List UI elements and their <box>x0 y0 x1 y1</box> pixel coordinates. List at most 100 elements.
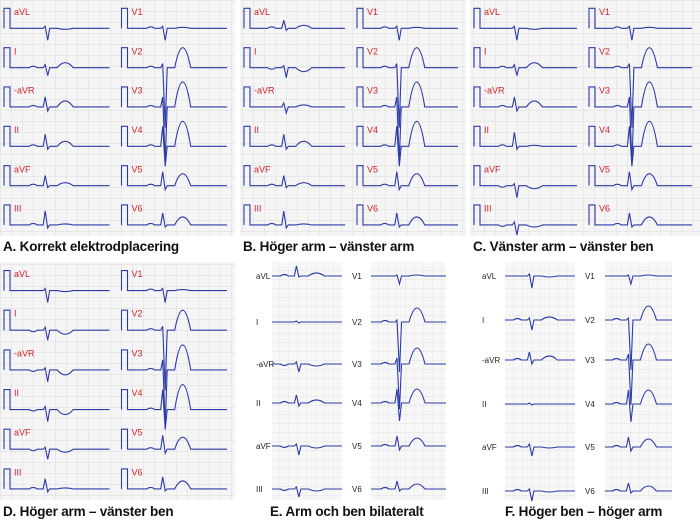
lead-label-d-ii: II <box>14 388 19 398</box>
trace-b-v4 <box>356 121 458 167</box>
trace-b-v6 <box>356 204 458 229</box>
trace-c-v6 <box>588 204 692 229</box>
lead-label-f-v1: V1 <box>585 272 595 281</box>
trace-d-v2 <box>120 309 227 391</box>
trace-f-v1 <box>605 274 672 287</box>
lead-label-f--avr: -aVR <box>482 356 500 365</box>
trace-f-avf <box>505 442 575 457</box>
lead-label-c-v5: V5 <box>599 164 610 174</box>
lead-label-b-v1: V1 <box>367 7 378 17</box>
lead-label-a-iii: III <box>14 204 22 214</box>
trace-d-v3 <box>120 344 227 425</box>
lead-label-f-v3: V3 <box>585 356 595 365</box>
trace-b-v3 <box>356 81 458 163</box>
lead-label-a-ii: II <box>14 125 19 135</box>
lead-label-b-avl: aVL <box>254 7 270 17</box>
trace-f--avr <box>505 351 575 366</box>
lead-label-a-v5: V5 <box>132 164 143 174</box>
trace-d-v5 <box>120 428 227 456</box>
trace-d-v1 <box>120 270 227 303</box>
trace-b-avl <box>243 7 345 32</box>
lead-label-b-v5: V5 <box>367 164 378 174</box>
trace-b--avr <box>243 86 345 115</box>
lead-label-d-avf: aVF <box>14 428 31 438</box>
caption-panel-b: B. Höger arm – vänster arm <box>243 239 415 254</box>
trace-a--avr <box>3 86 110 113</box>
trace-f-ii <box>505 402 575 406</box>
lead-label-f-v2: V2 <box>585 316 595 325</box>
trace-c-ii <box>473 125 577 151</box>
lead-label-e-v3: V3 <box>352 360 362 369</box>
lead-label-c-v6: V6 <box>599 204 610 214</box>
trace-d-avf <box>3 428 110 460</box>
grid-panel-e-col2 <box>371 262 446 500</box>
trace-e-v5 <box>371 435 446 452</box>
lead-label-f-i: I <box>482 316 484 325</box>
lead-label-d-i: I <box>14 309 17 319</box>
lead-label-d-v3: V3 <box>132 348 143 358</box>
lead-label-c-ii: II <box>484 125 489 135</box>
trace-d-ii <box>3 389 110 422</box>
trace-a-avl <box>3 7 110 41</box>
trace-e-v6 <box>371 480 446 493</box>
trace-a-v6 <box>120 204 227 229</box>
lead-label-b-v3: V3 <box>367 86 378 96</box>
trace-e-i <box>272 320 342 324</box>
lead-label-e-v2: V2 <box>352 318 362 327</box>
lead-label-c-v1: V1 <box>599 7 610 17</box>
trace-a-iii <box>3 204 110 230</box>
trace-e-avf <box>272 442 342 456</box>
lead-label-c--avr: -aVR <box>484 86 505 96</box>
lead-label-e-v1: V1 <box>352 272 362 281</box>
trace-f-v4 <box>605 389 672 423</box>
lead-label-e-v4: V4 <box>352 399 362 408</box>
lead-label-f-v5: V5 <box>585 443 595 452</box>
lead-label-b-iii: III <box>254 204 262 214</box>
trace-c-iii <box>473 204 577 236</box>
trace-f-v2 <box>605 305 672 371</box>
lead-label-e-ii: II <box>256 399 260 408</box>
caption-panel-e: E. Arm och ben bilateralt <box>270 504 424 519</box>
trace-e-avl <box>272 265 342 278</box>
trace-c-i <box>473 47 577 76</box>
lead-label-d--avr: -aVR <box>14 348 35 358</box>
lead-label-c-v2: V2 <box>599 46 610 56</box>
lead-label-a-avf: aVF <box>14 164 31 174</box>
trace-a-ii <box>3 125 110 151</box>
lead-label-c-avf: aVF <box>484 164 501 174</box>
trace-a-v4 <box>120 121 227 167</box>
trace-b-i <box>243 47 345 78</box>
lead-label-c-i: I <box>484 46 487 56</box>
trace-c-avl <box>473 7 577 41</box>
trace-f-iii <box>505 487 575 502</box>
lead-label-f-v4: V4 <box>585 400 595 409</box>
lead-label-d-avl: aVL <box>14 269 30 279</box>
trace-c-v4 <box>588 121 692 167</box>
trace-d-v6 <box>120 468 227 493</box>
lead-label-b-i: I <box>254 46 257 56</box>
lead-label-e-v5: V5 <box>352 442 362 451</box>
trace-e-ii <box>272 394 342 408</box>
trace-a-i <box>3 47 110 76</box>
lead-label-a-v1: V1 <box>132 7 143 17</box>
trace-b-avf <box>243 165 345 189</box>
lead-label-e-iii: III <box>256 485 263 494</box>
grid-panel-b <box>240 0 466 236</box>
trace-b-iii <box>243 204 345 230</box>
trace-d--avr <box>3 349 110 382</box>
lead-label-a-v2: V2 <box>132 46 143 56</box>
trace-b-ii <box>243 125 345 151</box>
caption-panel-c: C. Vänster arm – vänster ben <box>473 239 654 254</box>
trace-e-v3 <box>371 347 446 410</box>
trace-d-avl <box>3 270 110 303</box>
grid-panel-d <box>0 262 235 500</box>
trace-a-v3 <box>120 81 227 163</box>
lead-label-e-avf: aVF <box>256 442 271 451</box>
trace-a-avf <box>3 165 110 189</box>
caption-panel-d: D. Höger arm – vänster ben <box>3 504 174 519</box>
lead-label-d-v4: V4 <box>132 388 143 398</box>
trace-d-v4 <box>120 384 227 430</box>
lead-label-e-i: I <box>256 318 258 327</box>
trace-f-i <box>505 316 575 331</box>
grid-panel-e-col1 <box>272 262 342 500</box>
